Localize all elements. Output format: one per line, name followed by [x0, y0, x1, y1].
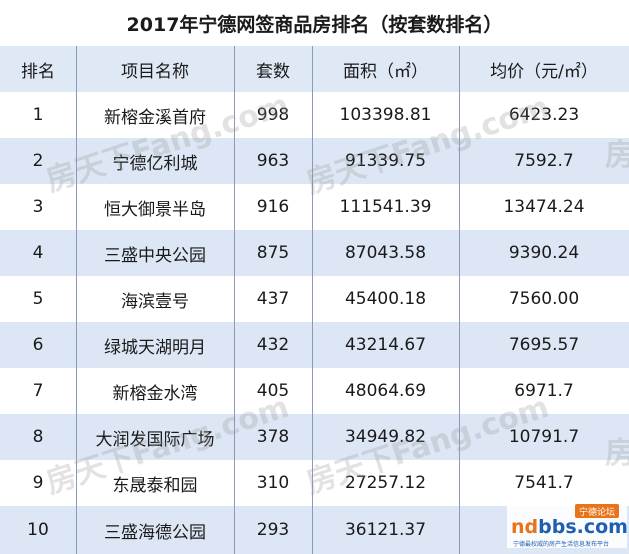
- cell-rank: 1: [32, 105, 44, 125]
- cell-area: 45400.18: [344, 289, 427, 309]
- cell-avg-price: 10791.7: [508, 427, 580, 447]
- cell-project-name: 新榕金水湾: [112, 383, 198, 404]
- cell-units: 916: [256, 197, 290, 217]
- cell-project-name: 三盛海德公园: [104, 522, 206, 543]
- cell-rank: 9: [32, 473, 44, 493]
- cell-project-name: 大润发国际广场: [95, 429, 215, 450]
- cell-area: 91339.75: [344, 151, 427, 171]
- cell-area: 103398.81: [339, 105, 432, 125]
- cell-avg-price: 7560.00: [508, 289, 580, 309]
- cell-units: 310: [256, 473, 290, 493]
- column-divider: [234, 46, 235, 554]
- table-row: 8 大润发国际广场 378 34949.82 10791.7: [0, 414, 629, 461]
- column-divider: [312, 46, 313, 554]
- cell-area: 87043.58: [344, 243, 427, 263]
- cell-avg-price: 6971.7: [514, 381, 574, 401]
- cell-area: 36121.37: [344, 520, 427, 540]
- cell-project-name: 三盛中央公园: [104, 245, 206, 266]
- table-row: 6 绿城天湖明月 432 43214.67 7695.57: [0, 322, 629, 369]
- cell-avg-price: 9390.24: [508, 243, 580, 263]
- cell-rank: 8: [32, 427, 44, 447]
- cell-area: 43214.67: [344, 335, 427, 355]
- cell-project-name: 绿城天湖明月: [104, 337, 206, 358]
- cell-units: 432: [256, 335, 290, 355]
- cell-units: 875: [256, 243, 290, 263]
- logo-badge: 宁德论坛: [574, 504, 619, 518]
- cell-units: 378: [256, 427, 290, 447]
- cell-area: 111541.39: [339, 197, 432, 217]
- cell-project-name: 恒大御景半岛: [104, 199, 206, 220]
- table-row: 3 恒大御景半岛 916 111541.39 13474.24: [0, 184, 629, 231]
- cell-project-name: 海滨壹号: [121, 291, 189, 312]
- cell-units: 293: [256, 520, 290, 540]
- cell-rank: 5: [32, 289, 44, 309]
- logo-tagline: 宁德最权威的房产生活信息发布平台: [513, 541, 610, 548]
- cell-project-name: 宁德亿利城: [112, 153, 198, 174]
- table-row: 9 东晟泰和园 310 27257.12 7541.7: [0, 460, 629, 507]
- cell-area: 34949.82: [344, 427, 427, 447]
- table-row: 7 新榕金水湾 405 48064.69 6971.7: [0, 368, 629, 415]
- cell-units: 405: [256, 381, 290, 401]
- cell-project-name: 新榕金溪首府: [104, 107, 206, 128]
- header-project-name: 项目名称: [121, 61, 189, 82]
- cell-rank: 2: [32, 151, 44, 171]
- header-units: 套数: [256, 61, 290, 82]
- cell-rank: 7: [32, 381, 44, 401]
- cell-rank: 3: [32, 197, 44, 217]
- header-area: 面积（㎡）: [343, 61, 428, 82]
- cell-avg-price: 7695.57: [508, 335, 580, 355]
- cell-rank: 4: [32, 243, 44, 263]
- cell-rank: 10: [27, 520, 49, 540]
- cell-avg-price: 7541.7: [514, 473, 574, 493]
- header-avg-price: 均价（元/㎡）: [490, 61, 598, 82]
- cell-project-name: 东晟泰和园: [112, 475, 198, 496]
- cell-avg-price: 7592.7: [514, 151, 574, 171]
- ndbbs-logo: 宁德论坛 ndbbs.com 宁德最权威的房产生活信息发布平台: [507, 504, 628, 548]
- cell-avg-price: 6423.23: [508, 105, 580, 125]
- table-title: 2017年宁德网签商品房排名（按套数排名）: [0, 0, 629, 47]
- cell-rank: 6: [32, 335, 44, 355]
- logo-wordmark: ndbbs.com: [511, 516, 628, 538]
- header-rank: 排名: [21, 61, 55, 82]
- table-row: 1 新榕金溪首府 998 103398.81 6423.23: [0, 92, 629, 139]
- table-header: 排名 项目名称 套数 面积（㎡） 均价（元/㎡）: [0, 46, 629, 93]
- column-divider: [76, 46, 77, 554]
- column-divider: [459, 46, 460, 554]
- cell-area: 48064.69: [344, 381, 427, 401]
- cell-units: 963: [256, 151, 290, 171]
- cell-units: 437: [256, 289, 290, 309]
- table-row: 2 宁德亿利城 963 91339.75 7592.7: [0, 138, 629, 185]
- cell-area: 27257.12: [344, 473, 427, 493]
- cell-avg-price: 13474.24: [503, 197, 585, 217]
- table-row: 5 海滨壹号 437 45400.18 7560.00: [0, 276, 629, 323]
- table-row: 4 三盛中央公园 875 87043.58 9390.24: [0, 230, 629, 277]
- cell-units: 998: [256, 105, 290, 125]
